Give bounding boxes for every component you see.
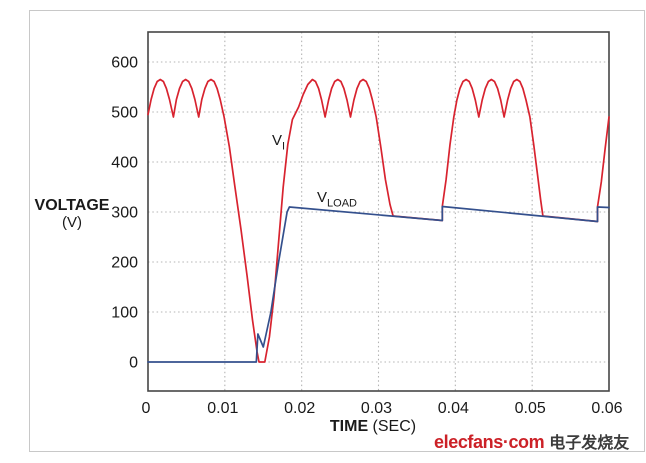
- y-tick-label: 400: [111, 155, 138, 172]
- y-tick-label: 100: [111, 305, 138, 322]
- curve-label-i: VI: [272, 132, 285, 153]
- watermark-brand: elecfans·com: [434, 432, 545, 452]
- x-tick-label: 0.05: [515, 400, 546, 417]
- curve-label-load: VLOAD: [317, 189, 357, 210]
- y-tick-label: 0: [129, 355, 138, 372]
- x-tick-label: 0.03: [361, 400, 392, 417]
- watermark-cjk: 电子发烧友: [549, 433, 630, 452]
- x-tick-label: 0: [142, 400, 151, 417]
- x-axis-title-main: TIME: [329, 418, 369, 435]
- x-axis-title: TIME (SEC): [273, 418, 473, 436]
- y-axis-title-unit: (V): [62, 214, 82, 231]
- y-axis-title-main: VOLTAGE: [34, 197, 110, 214]
- y-tick-label: 500: [111, 105, 138, 122]
- x-tick-label: 0.02: [284, 400, 315, 417]
- watermark: elecfans·com 电子发烧友: [434, 429, 646, 453]
- y-tick-label: 300: [111, 205, 138, 222]
- series-v-load: [147, 205, 610, 363]
- image-border: [29, 10, 645, 452]
- y-axis-title: VOLTAGE (V): [20, 197, 124, 231]
- x-tick-label: 0.06: [591, 400, 622, 417]
- x-tick-label: 0.01: [207, 400, 238, 417]
- x-tick-label: 0.04: [438, 400, 469, 417]
- x-axis-title-unit: (SEC): [368, 418, 417, 435]
- series-v-i: [147, 78, 610, 363]
- y-tick-label: 200: [111, 255, 138, 272]
- y-tick-label: 600: [111, 55, 138, 72]
- plot-box: [147, 31, 610, 392]
